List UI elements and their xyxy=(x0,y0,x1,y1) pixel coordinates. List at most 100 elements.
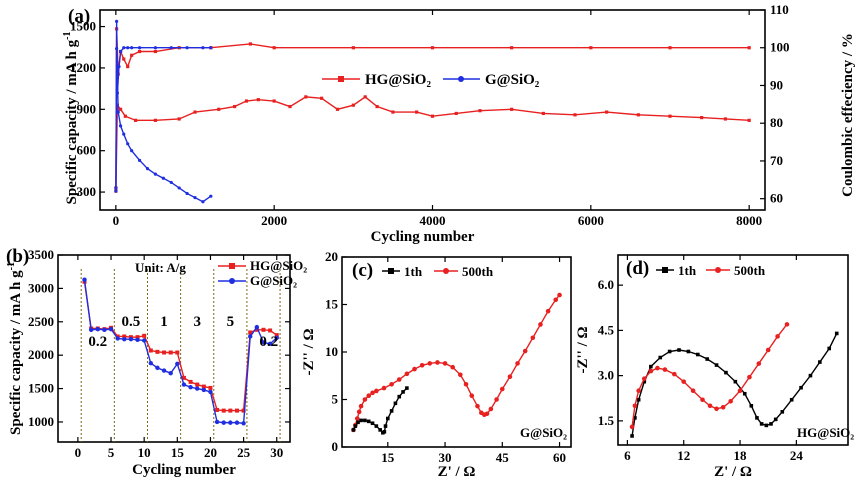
panel-a-hg-capacity-point xyxy=(232,104,237,109)
panel-d-500th-point xyxy=(655,365,660,371)
panel-d-1th-point xyxy=(667,349,672,354)
panel-a-hg-efficiency-point xyxy=(510,46,514,50)
panel-d-ylabel: -Z'' / Ω xyxy=(575,326,591,373)
panel-c-ytick-label: 5 xyxy=(332,392,339,407)
panel-d-legend-500th-label: 500th xyxy=(734,263,766,278)
panel-a-xtick-label: 2000 xyxy=(261,213,287,228)
panel-c-frame xyxy=(341,256,572,448)
panel-a-hg-efficiency-point xyxy=(248,42,253,46)
panel-d-1th-point xyxy=(755,416,759,420)
panel-c-500th-point xyxy=(530,335,536,341)
panel-d-1th-point xyxy=(769,422,773,426)
panel-d-500th-point xyxy=(765,347,771,353)
panel-a-g-capacity-point xyxy=(116,110,120,114)
panel-a-hg-efficiency-point xyxy=(153,49,158,54)
panel-d-500th-line xyxy=(631,323,788,427)
panel-d-1th-point xyxy=(724,370,728,375)
legend-g-label: G@SiO₂ xyxy=(485,72,540,88)
panel-a-hg-capacity-point xyxy=(430,114,435,118)
panel-b-g-point xyxy=(267,341,273,347)
panel-a-hg-capacity-point xyxy=(217,107,221,111)
panel-b-ytick-label: 1500 xyxy=(28,381,54,396)
panel-a-g-capacity-point xyxy=(137,158,142,162)
panel-d-500th-point xyxy=(632,403,638,409)
panel-a-g-efficiency-point xyxy=(201,46,205,50)
panel-c-annotation: G@SiO₂ xyxy=(520,425,567,440)
panel-a-hg-capacity-point xyxy=(747,118,751,122)
panel-a-hg-efficiency-point xyxy=(122,57,126,61)
panel-a-hg-capacity-point xyxy=(351,103,355,107)
panel-a-hg-capacity-point xyxy=(363,95,367,99)
panel-c-legend-500th-label: 500th xyxy=(462,264,494,279)
panel-d-1th-point xyxy=(733,379,738,384)
panel-a-y2tick-label: 60 xyxy=(770,191,783,206)
panel-a-g-capacity-point xyxy=(130,149,134,153)
panel-d-500th-point xyxy=(629,424,635,430)
panel-b-hg-point xyxy=(201,384,206,389)
panel-c-1th-line xyxy=(352,387,408,434)
panel-b-hg-point xyxy=(234,408,239,413)
panel-d-legend-500th-marker xyxy=(715,267,721,273)
panel-d-1th-point xyxy=(780,410,785,414)
panel-d-1th-point xyxy=(789,397,794,402)
panel-c-xtick-label: 15 xyxy=(381,450,395,465)
panel-c-500th-point xyxy=(374,388,379,394)
panel-b-hg-point xyxy=(188,379,193,384)
panel-b-hg-point xyxy=(155,349,160,354)
panel-d-annotation: HG@SiO₂ xyxy=(797,425,854,440)
panel-c-500th-point xyxy=(522,348,528,354)
panel-d-ytick-label: 4.5 xyxy=(598,322,615,337)
panel-c-xlabel: Z' / Ω xyxy=(438,464,476,480)
panel-a-g-capacity-point xyxy=(185,191,189,196)
panel-d-1th-point xyxy=(649,364,653,369)
panel-b-g-point xyxy=(108,326,114,332)
panel-a-hg-capacity-point xyxy=(177,117,181,121)
panel-a-g-capacity-point xyxy=(126,142,130,146)
panel-c-ytick-label: 15 xyxy=(325,297,339,312)
panel-c-legend-1th-label: 1th xyxy=(404,264,423,279)
panel-c-500th-point xyxy=(412,366,417,372)
panel-b-xtick-label: 5 xyxy=(108,445,115,460)
panel-b-ylabel: Specific capacity / mA h g-1 xyxy=(6,262,24,435)
panel-c-500th-point xyxy=(396,377,402,382)
panel-b-hg-point xyxy=(215,407,220,412)
panel-a-g-capacity-point xyxy=(169,180,173,185)
panel-a-hg-capacity-line xyxy=(115,96,750,188)
panel-b-g-point xyxy=(141,338,147,343)
panel-c-500th-point xyxy=(442,361,448,366)
panel-c-1th-point xyxy=(353,424,358,428)
panel-a-hg-capacity-point xyxy=(541,111,545,116)
panel-a-ytick-label: 300 xyxy=(77,184,97,199)
panel-a-hg-capacity-point xyxy=(723,117,728,121)
panel-c-500th-point xyxy=(553,297,559,303)
panel-a-g-efficiency-point xyxy=(118,49,123,54)
panel-c-legend-1th-marker xyxy=(388,268,394,274)
panel-a-g-capacity-point xyxy=(193,195,197,200)
panel-c-500th-point xyxy=(494,397,499,402)
panel-c-500th-point xyxy=(370,390,375,396)
panel-b-ytick-label: 2500 xyxy=(28,314,54,329)
legend-g-marker xyxy=(458,76,464,82)
panel-b-xtick-label: 0 xyxy=(75,445,82,460)
panel-c-xtick-label: 30 xyxy=(439,450,452,465)
panel-b-g-point xyxy=(254,324,260,330)
panel-a-g-efficiency-point xyxy=(137,46,142,50)
panel-d-500th-point xyxy=(756,361,762,366)
panel-d-500th-point xyxy=(707,403,713,409)
panel-b-xtick-label: 25 xyxy=(237,445,251,460)
panel-d-500th-point xyxy=(641,376,647,381)
panel-a-hg-capacity-point xyxy=(134,118,138,122)
panel-a-hg-capacity-point xyxy=(700,115,704,120)
panel-c-1th-point xyxy=(366,419,371,424)
panel-c-1th-point xyxy=(363,418,367,423)
panel-b-hg-point xyxy=(195,382,200,387)
panel-d-1th-point xyxy=(764,423,769,428)
panel-b-g-point xyxy=(201,387,207,393)
panel-b-hg-point xyxy=(241,408,246,413)
legend-hg-label: HG@SiO₂ xyxy=(365,72,431,88)
panel-a-xtick-label: 6000 xyxy=(578,213,604,228)
panel-b-hg-point xyxy=(148,348,153,353)
panel-b-g-point xyxy=(188,385,193,390)
panel-b-rate-label: 5 xyxy=(227,314,235,330)
